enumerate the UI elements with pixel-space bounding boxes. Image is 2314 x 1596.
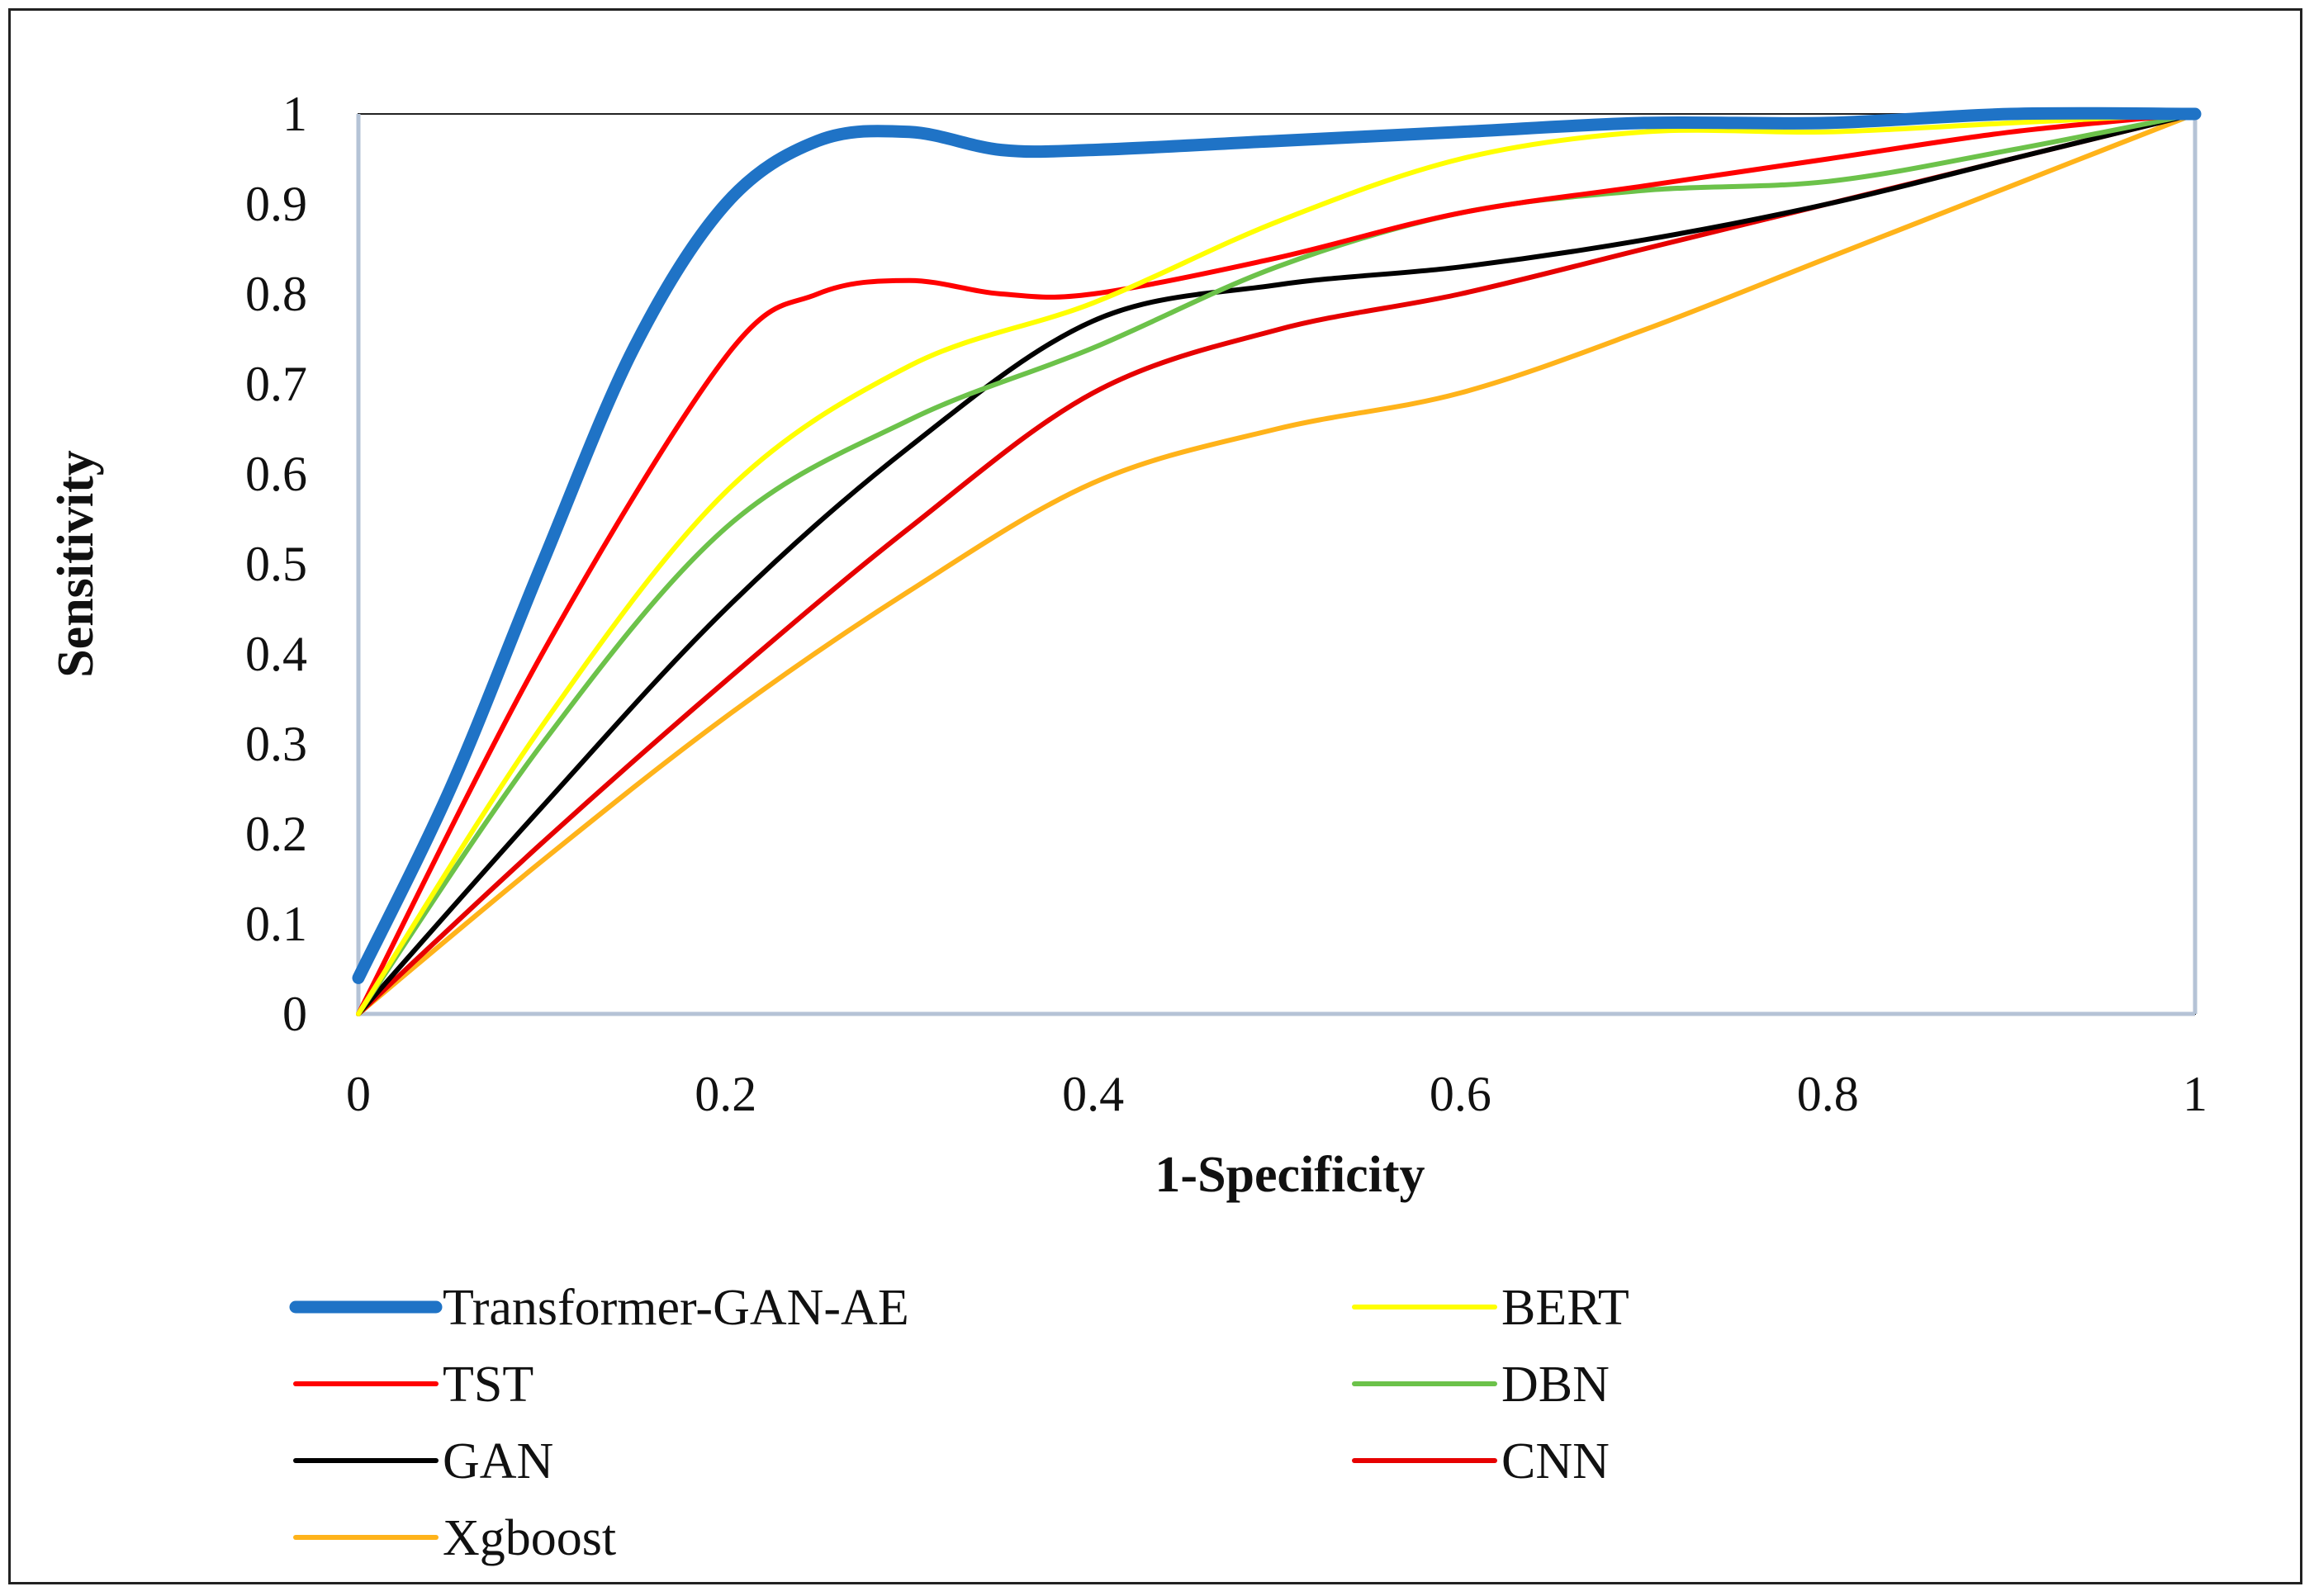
y-tick-label: 0.9 (245, 177, 307, 231)
y-tick-label: 0.3 (245, 717, 307, 771)
y-tick-label: 0.7 (245, 357, 307, 411)
legend-label-tst: TST (443, 1357, 533, 1413)
series-line-dbn (356, 111, 2198, 1016)
plot-area (352, 107, 2202, 1016)
x-tick-label: 0.4 (1062, 1067, 1124, 1121)
y-tick-label: 0.4 (245, 627, 307, 681)
legend: Transformer-GAN-AE BERT TST DBN GAN CNN Xgboos… (289, 1280, 1629, 1566)
series-line-cnn (356, 111, 2198, 1016)
plot-border (358, 113, 2196, 1015)
series-line-xgboost (356, 111, 2198, 1016)
series-group (352, 107, 2202, 1016)
y-tick-label: 0.1 (245, 897, 307, 951)
legend-label-transformer-gan-ae: Transformer-GAN-AE (443, 1280, 909, 1336)
x-tick-label: 0.2 (695, 1067, 756, 1121)
y-tick-label: 0.2 (245, 807, 307, 861)
y-tick-label: 1 (282, 87, 307, 141)
x-axis-title: 1-Specificity (1155, 1147, 1425, 1203)
x-tick-label: 0 (346, 1067, 371, 1121)
y-tick-labels: 0 0.1 0.2 0.3 0.4 0.5 0.6 0.7 0.8 0.9 1 (245, 87, 307, 1041)
y-tick-label: 0.8 (245, 267, 307, 321)
x-tick-label: 1 (2183, 1067, 2207, 1121)
legend-label-xgboost: Xgboost (443, 1510, 616, 1566)
series-line-transformer-gan-ae (352, 107, 2202, 984)
series-line-bert (356, 111, 2198, 1016)
legend-label-dbn: DBN (1501, 1357, 1610, 1413)
series-line-tst (356, 111, 2198, 1016)
x-tick-label: 0.6 (1430, 1067, 1491, 1121)
legend-label-gan: GAN (443, 1433, 553, 1489)
chart-frame (8, 8, 2302, 1584)
y-tick-label: 0.5 (245, 537, 307, 591)
y-axis-title: Sensitivity (48, 450, 104, 678)
legend-label-cnn: CNN (1501, 1433, 1610, 1489)
legend-label-bert: BERT (1501, 1280, 1629, 1336)
series-line-gan (356, 111, 2198, 1016)
x-tick-labels: 0 0.2 0.4 0.6 0.8 1 (346, 1067, 2207, 1121)
x-tick-label: 0.8 (1797, 1067, 1859, 1121)
y-tick-label: 0 (282, 987, 307, 1041)
y-tick-label: 0.6 (245, 447, 307, 501)
